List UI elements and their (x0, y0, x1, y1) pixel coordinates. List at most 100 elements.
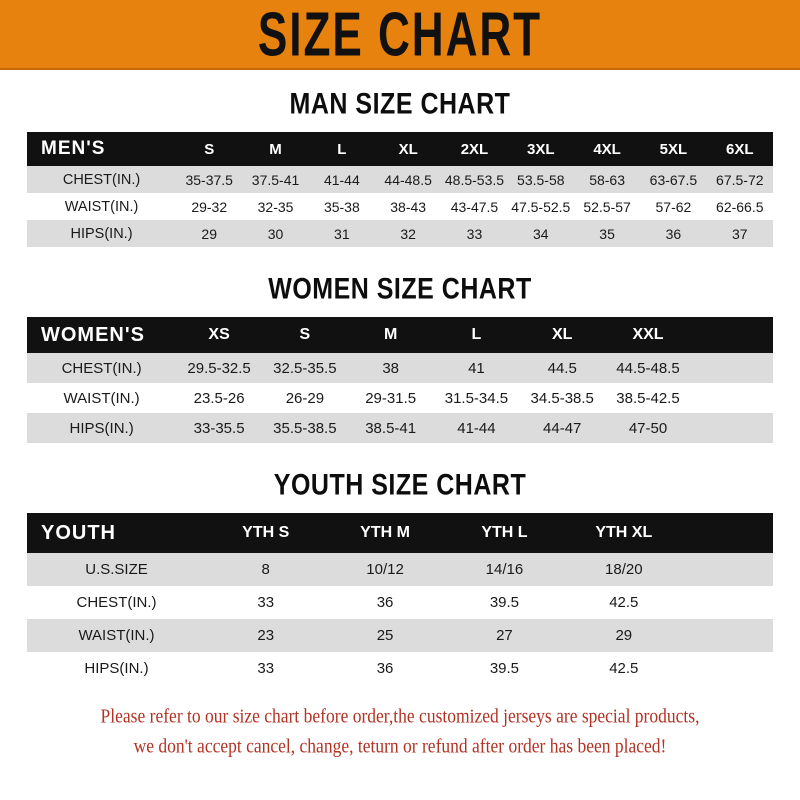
table-cell: 31 (334, 225, 350, 242)
table-header-row: MEN'S S M L XL 2XL 3XL 4XL 5XL 6XL (27, 132, 773, 166)
man-size-table: MEN'S S M L XL 2XL 3XL 4XL 5XL 6XL CHEST(IN.) 35-3… (27, 132, 773, 247)
column-header-3xl: 3XL (527, 140, 555, 158)
table-header: WOMEN'S XS S M L XL XXL (27, 317, 773, 353)
table-cell: 35 (599, 225, 615, 242)
table-cell: 43-47.5 (450, 198, 499, 215)
table-cell: 33-35.5 (193, 419, 245, 437)
table-header: MEN'S S M L XL 2XL 3XL 4XL 5XL 6XL (27, 132, 773, 166)
table-row: WAIST(IN.) 23.5-26 26-29 29-31.5 31.5-34.5 34… (27, 383, 773, 413)
table-cell: 35.5-38.5 (273, 419, 337, 437)
table-cell: 14/16 (485, 561, 524, 578)
table-cell: 47-50 (628, 419, 668, 437)
table-cell: 35-38 (323, 198, 360, 215)
column-header-6xl: 6XL (726, 140, 754, 158)
table-cell: 37 (731, 225, 748, 242)
table-cell: 34.5-38.5 (530, 389, 594, 407)
column-header-yth-xl: YTH XL (595, 524, 653, 541)
row-label-header: MEN'S (41, 138, 106, 159)
column-header-yth-l: YTH L (481, 524, 528, 541)
women-section-title: WOMEN SIZE CHART (268, 272, 532, 306)
table-cell (691, 413, 773, 443)
table-cell: 37.5-41 (251, 171, 300, 188)
table-cell: 57-62 (655, 198, 692, 215)
table-cell: 38-43 (390, 198, 427, 215)
table-cell: 63-67.5 (649, 171, 698, 188)
table-cell: 41 (468, 359, 485, 377)
column-header-xxl: XXL (632, 326, 664, 343)
row-label-header: WOMEN'S (41, 323, 145, 346)
table-cell: 38 (382, 359, 399, 377)
column-header-l: L (471, 326, 482, 343)
table-cell: 18/20 (605, 561, 643, 578)
table-cell: 38.5-42.5 (616, 389, 680, 407)
row-label: WAIST(IN.) (78, 627, 155, 644)
table-cell: 48.5-53.5 (444, 171, 505, 188)
table-cell: 30 (267, 225, 284, 242)
women-size-table: WOMEN'S XS S M L XL XXL CHEST(IN.) 29.5-32.5 32.… (27, 317, 773, 443)
order-notice-line-1: Please refer to our size chart before or… (100, 704, 700, 727)
row-label-header: YOUTH (41, 521, 116, 544)
column-header-s: S (299, 326, 311, 343)
youth-size-table: YOUTH YTH S YTH M YTH L YTH XL U.S.SIZE 8 10/1… (27, 513, 773, 685)
table-header-row: YOUTH YTH S YTH M YTH L YTH XL (27, 513, 773, 553)
row-label: HIPS(IN.) (70, 225, 133, 242)
table-cell: 44-48.5 (384, 171, 432, 188)
table-cell: 35-37.5 (185, 171, 233, 188)
table-cell: 53.5-58 (517, 171, 565, 188)
table-cell: 36 (665, 225, 682, 242)
table-cell: 10/12 (366, 561, 404, 578)
table-cell: 42.5 (609, 660, 639, 677)
row-label: WAIST(IN.) (64, 198, 139, 215)
table-cell: 29 (615, 627, 633, 644)
column-header-l: L (337, 140, 347, 158)
table-cell: 31.5-34.5 (444, 389, 509, 407)
table-row: WAIST(IN.) 23 25 27 29 (27, 619, 773, 652)
table-body: U.S.SIZE 8 10/12 14/16 18/20 CHEST(IN.) 33 36 39… (27, 553, 773, 685)
table-cell: 26-29 (285, 389, 325, 407)
row-label: CHEST(IN.) (61, 359, 142, 377)
table-cell: 23.5-26 (193, 389, 245, 407)
table-row: U.S.SIZE 8 10/12 14/16 18/20 (27, 553, 773, 586)
table-cell: 23 (257, 627, 275, 644)
table-cell: 36 (376, 594, 394, 611)
table-row: HIPS(IN.) 33 36 39.5 42.5 (27, 652, 773, 685)
column-header-xl: XL (551, 326, 573, 343)
column-header-blank (691, 317, 773, 353)
row-label: WAIST(IN.) (63, 389, 140, 407)
row-label: HIPS(IN.) (69, 419, 134, 437)
man-size-table-wrap: MEN'S S M L XL 2XL 3XL 4XL 5XL 6XL CHEST(IN.) 35-3… (27, 132, 773, 247)
table-cell: 36 (376, 660, 394, 677)
column-header-blank (683, 513, 773, 553)
table-cell: 67.5-72 (716, 171, 764, 188)
table-cell: 44.5 (547, 359, 577, 377)
column-header-4xl: 4XL (593, 140, 621, 158)
page-banner: SIZE CHART (0, 0, 800, 70)
table-cell: 32.5-35.5 (273, 359, 337, 377)
youth-size-table-wrap: YOUTH YTH S YTH M YTH L YTH XL U.S.SIZE 8 10/1… (27, 513, 773, 685)
column-header-m: M (383, 326, 398, 343)
column-header-2xl: 2XL (460, 140, 489, 158)
table-cell: 32-35 (257, 198, 294, 215)
column-header-xl: XL (398, 140, 418, 158)
table-row: HIPS(IN.) 29 30 31 32 33 34 35 36 37 (27, 220, 773, 247)
table-cell: 32 (400, 225, 416, 242)
row-label: U.S.SIZE (85, 561, 148, 578)
table-cell (683, 553, 773, 586)
order-notice: Please refer to our size chart before or… (22, 701, 778, 762)
table-cell: 44.5-48.5 (616, 359, 680, 377)
table-row: HIPS(IN.) 33-35.5 35.5-38.5 38.5-41 41-44 44-… (27, 413, 773, 443)
column-header-m: M (269, 140, 282, 158)
table-cell (691, 383, 773, 413)
table-cell: 34 (532, 225, 549, 242)
table-cell: 25 (376, 627, 394, 644)
table-cell (683, 619, 773, 652)
table-cell: 47.5-52.5 (511, 198, 571, 215)
table-cell (683, 652, 773, 685)
table-cell: 29-32 (191, 198, 228, 215)
table-cell: 44-47 (543, 419, 582, 437)
table-cell: 39.5 (489, 660, 520, 677)
table-cell: 39.5 (489, 594, 520, 611)
table-header: YOUTH YTH S YTH M YTH L YTH XL (27, 513, 773, 553)
table-row: CHEST(IN.) 29.5-32.5 32.5-35.5 38 41 44.5 44.5… (27, 353, 773, 383)
